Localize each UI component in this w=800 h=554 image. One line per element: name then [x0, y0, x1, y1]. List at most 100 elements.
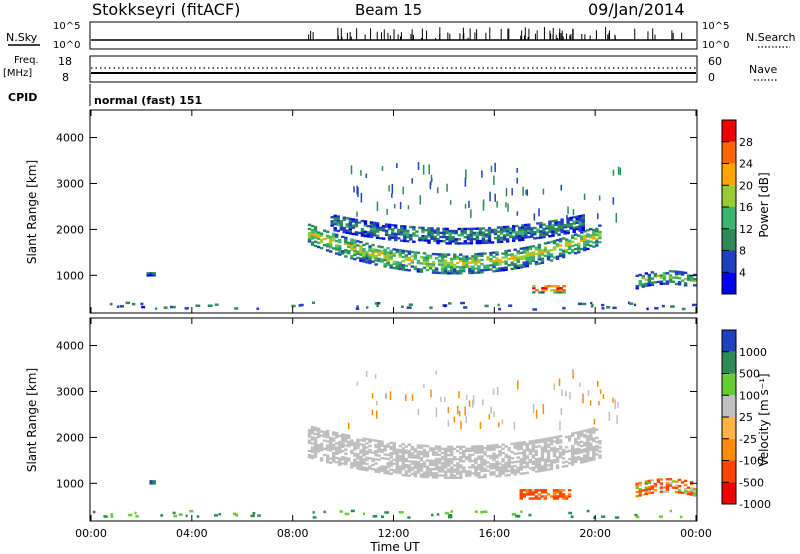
- heatmap-cell: [580, 461, 584, 464]
- heatmap-cell: [401, 260, 405, 263]
- heatmap-cell: [313, 244, 318, 248]
- heatmap-cell: [325, 448, 330, 451]
- heatmap-cell: [419, 270, 424, 273]
- heatmap-cell: [356, 381, 359, 386]
- heatmap-cell: [344, 444, 348, 447]
- heatmap-cell: [331, 236, 336, 240]
- heatmap-cell: [384, 511, 390, 514]
- heatmap-cell: [566, 225, 570, 228]
- heatmap-cell: [511, 235, 516, 238]
- heatmap-cell: [328, 239, 333, 243]
- velocity-colorbar-tick-label: 1000: [739, 346, 767, 359]
- heatmap-cell: [668, 276, 673, 279]
- heatmap-cell: [413, 475, 418, 478]
- heatmap-cell: [555, 458, 560, 461]
- heatmap-cell: [360, 228, 365, 231]
- heatmap-cell: [443, 462, 448, 465]
- heatmap-cell: [519, 466, 523, 469]
- heatmap-cell: [542, 229, 546, 233]
- heatmap-cell: [416, 270, 421, 273]
- heatmap-cell: [456, 462, 460, 465]
- heatmap-cell: [549, 436, 554, 440]
- heatmap-cell: [524, 232, 528, 235]
- heatmap-cell: [544, 284, 548, 288]
- heatmap-cell: [481, 237, 486, 240]
- heatmap-cell: [586, 428, 590, 432]
- heatmap-cell: [572, 228, 576, 231]
- heatmap-cell: [350, 439, 354, 442]
- heatmap-cell: [392, 452, 396, 455]
- heatmap-cell: [377, 458, 381, 461]
- heatmap-cell: [428, 254, 433, 258]
- heatmap-cell: [372, 515, 378, 518]
- heatmap-cell: [424, 235, 428, 238]
- heatmap-cell: [480, 465, 484, 469]
- heatmap-cell: [471, 257, 475, 260]
- heatmap-cell: [481, 227, 486, 230]
- heatmap-cell: [350, 246, 354, 250]
- heatmap-cell: [567, 449, 572, 453]
- heatmap-cell: [558, 378, 561, 386]
- heatmap-cell: [528, 497, 533, 500]
- heatmap-cell: [369, 225, 374, 228]
- heatmap-cell: [553, 291, 557, 294]
- heatmap-cell: [487, 233, 492, 236]
- heatmap-cell: [671, 486, 676, 489]
- heatmap-cell: [516, 470, 520, 474]
- heatmap-cell: [437, 261, 442, 264]
- heatmap-cell: [360, 234, 365, 237]
- heatmap-cell: [376, 304, 379, 308]
- heatmap-cell: [468, 269, 472, 273]
- power-colorbar-tick-label: 24: [739, 158, 753, 171]
- heatmap-cell: [443, 460, 448, 463]
- heatmap-cell: [413, 473, 418, 476]
- heatmap-cell: [644, 492, 648, 496]
- heatmap-cell: [595, 233, 599, 237]
- heatmap-cell: [449, 263, 454, 267]
- heatmap-cell: [368, 257, 372, 261]
- heatmap-cell: [555, 497, 560, 500]
- heatmap-cell: [443, 476, 448, 479]
- heatmap-cell: [555, 441, 560, 445]
- heatmap-cell: [601, 515, 606, 518]
- heatmap-cell: [359, 251, 363, 254]
- heatmap-cell: [478, 229, 483, 232]
- heatmap-cell: [363, 220, 368, 223]
- heatmap-cell: [489, 456, 493, 460]
- heatmap-cell: [421, 234, 425, 238]
- heatmap-cell: [419, 446, 424, 449]
- heatmap-cell: [390, 234, 395, 237]
- beam-title: Beam 15: [355, 1, 422, 19]
- heatmap-cell: [571, 369, 574, 376]
- heatmap-cell: [312, 516, 317, 519]
- heatmap-cell: [330, 220, 334, 223]
- heatmap-cell: [689, 493, 694, 496]
- heatmap-cell: [474, 271, 478, 274]
- heatmap-cell: [446, 445, 451, 448]
- heatmap-cell: [428, 471, 433, 475]
- heatmap-cell: [504, 468, 508, 471]
- heatmap-cell: [598, 450, 602, 453]
- heatmap-cell: [537, 467, 542, 471]
- heatmap-cell: [573, 437, 578, 441]
- heatmap-cell: [540, 454, 545, 458]
- heatmap-cell: [579, 382, 581, 387]
- heatmap-cell: [468, 459, 472, 463]
- heatmap-cell: [429, 181, 432, 190]
- heatmap-cell: [513, 254, 517, 258]
- heatmap-cell: [341, 456, 345, 459]
- heatmap-cell: [540, 495, 545, 498]
- heatmap-cell: [448, 229, 452, 233]
- heatmap-cell: [335, 442, 339, 445]
- heatmap-cell: [449, 451, 454, 455]
- heatmap-cell: [519, 497, 523, 500]
- heatmap-cell: [488, 414, 491, 420]
- heatmap-cell: [449, 200, 452, 205]
- heatmap-cell: [313, 443, 318, 446]
- heatmap-cell: [544, 287, 548, 290]
- heatmap-cell: [356, 244, 360, 247]
- heatmap-cell: [521, 224, 525, 227]
- heatmap-cell: [575, 215, 579, 218]
- heatmap-cell: [440, 451, 445, 455]
